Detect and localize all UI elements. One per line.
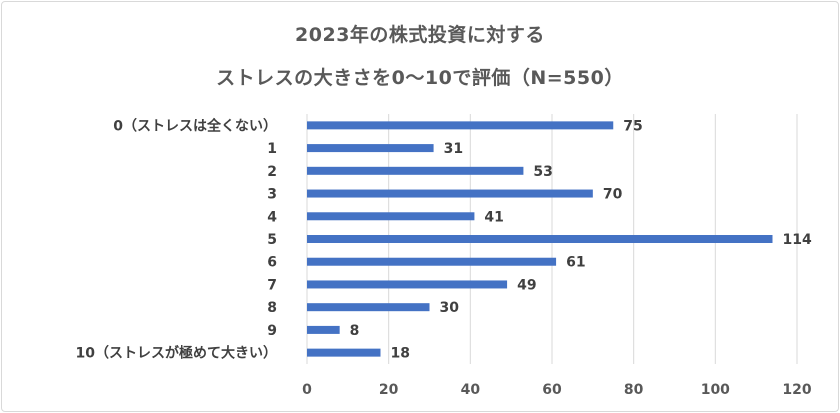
- category-label: 4: [267, 209, 277, 225]
- x-tick-label: 0: [302, 382, 312, 398]
- bar: [307, 348, 381, 357]
- x-tick-label: 20: [379, 382, 399, 398]
- x-tick-label: 120: [782, 382, 811, 398]
- bar: [307, 325, 340, 334]
- category-label: 5: [267, 232, 277, 248]
- category-label: 8: [267, 300, 277, 316]
- bar: [307, 280, 508, 289]
- chart-title-line-2: ストレスの大きさを0～10で評価（N=550）: [216, 67, 624, 89]
- data-label: 30: [440, 300, 460, 316]
- bar: [307, 212, 475, 221]
- data-label: 31: [444, 141, 463, 157]
- data-label: 114: [783, 232, 812, 248]
- category-label: 3: [267, 187, 277, 203]
- x-tick-label: 80: [624, 382, 644, 398]
- category-label: 2: [267, 164, 277, 180]
- category-label: 0（ストレスは全くない）: [113, 117, 277, 134]
- data-label: 41: [484, 209, 503, 225]
- category-label: 9: [267, 323, 277, 339]
- bar: [307, 144, 434, 153]
- bar: [307, 166, 524, 175]
- data-label: 49: [517, 277, 536, 293]
- category-label: 1: [267, 141, 277, 157]
- category-label: 6: [267, 255, 277, 271]
- bar: [307, 189, 593, 198]
- data-label: 61: [566, 255, 585, 271]
- chart-title-line-1: 2023年の株式投資に対する: [295, 24, 545, 46]
- x-tick-label: 40: [461, 382, 481, 398]
- data-label: 8: [350, 323, 360, 339]
- x-tick-label: 60: [542, 382, 562, 398]
- bar: [307, 303, 430, 312]
- bar: [307, 257, 557, 266]
- data-label: 70: [603, 187, 623, 203]
- category-label: 10（ストレスが極めて大きい）: [76, 345, 277, 362]
- data-label: 75: [623, 118, 642, 134]
- bar: [307, 121, 614, 130]
- x-tick-label: 100: [701, 382, 730, 398]
- data-label: 18: [391, 346, 410, 362]
- bar: [307, 235, 773, 243]
- category-label: 7: [267, 277, 277, 293]
- data-label: 53: [533, 164, 552, 180]
